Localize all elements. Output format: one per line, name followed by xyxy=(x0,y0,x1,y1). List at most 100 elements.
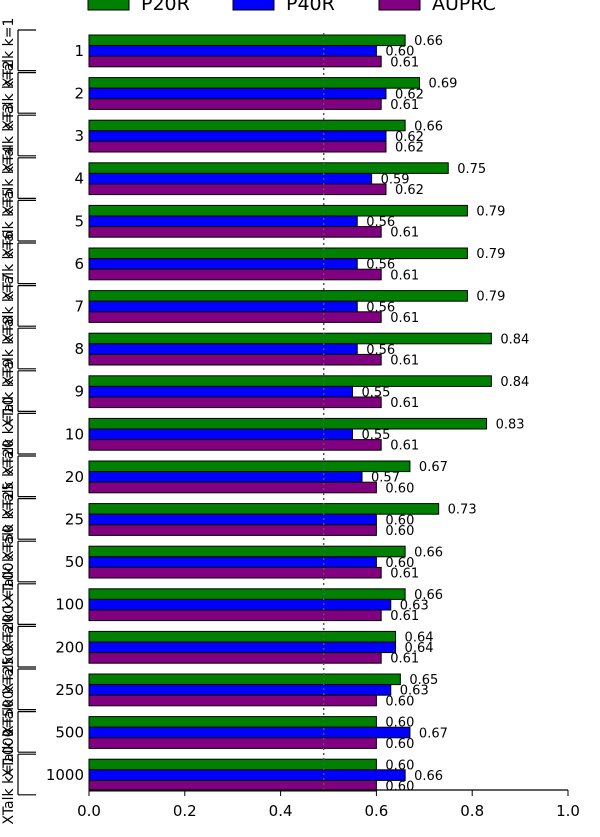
group-label-2: XTalk k=2 xyxy=(1,60,17,129)
bar-p40r-7 xyxy=(88,300,358,313)
bar-p40r-8 xyxy=(88,343,358,355)
value-label-auprc-3: 0.62 xyxy=(395,141,424,156)
bar-p20r-1000 xyxy=(88,758,377,771)
value-label-p40r-100: 0.63 xyxy=(400,599,429,614)
bar-p40r-200 xyxy=(88,641,397,654)
bar-p20r-6 xyxy=(88,247,468,260)
bar-auprc-1000 xyxy=(88,779,377,792)
legend-swatch-auprc xyxy=(378,0,421,11)
value-label-p20r-1: 0.66 xyxy=(414,34,443,49)
bar-p20r-20 xyxy=(88,460,411,473)
bar-p20r-8 xyxy=(88,332,492,345)
bar-p40r-5 xyxy=(88,215,358,228)
group-label-10: XTalk k=10 xyxy=(1,397,17,475)
bar-auprc-9 xyxy=(88,396,382,409)
x-tick-label-0.4: 0.4 xyxy=(269,802,293,820)
group-label-4: XTalk k=4 xyxy=(1,145,17,214)
bar-auprc-7 xyxy=(88,311,382,323)
value-label-p40r-500: 0.67 xyxy=(419,726,448,741)
value-label-auprc-9: 0.61 xyxy=(390,396,419,411)
bar-p20r-50 xyxy=(88,545,406,558)
bar-p40r-9 xyxy=(88,385,353,398)
bar-auprc-200 xyxy=(88,652,382,664)
bar-auprc-10 xyxy=(88,439,382,451)
bar-auprc-2 xyxy=(88,98,382,110)
value-label-auprc-8: 0.61 xyxy=(390,354,419,369)
x-tick-label-0.0: 0.0 xyxy=(77,802,101,820)
y-tick-label-1000: 1000 xyxy=(46,766,84,784)
value-label-auprc-2: 0.61 xyxy=(390,98,419,113)
bar-p20r-7 xyxy=(88,290,468,302)
y-tick-label-100: 100 xyxy=(55,596,84,614)
bar-auprc-6 xyxy=(88,268,382,281)
bar-p20r-5 xyxy=(88,204,468,217)
value-label-p40r-1: 0.60 xyxy=(385,45,414,60)
value-label-auprc-5: 0.61 xyxy=(390,226,419,241)
x-tick-label-0.8: 0.8 xyxy=(460,802,484,820)
value-label-p20r-5: 0.79 xyxy=(476,205,505,220)
bar-p40r-25 xyxy=(88,513,377,526)
value-label-p20r-2: 0.69 xyxy=(429,77,458,92)
value-label-p20r-50: 0.66 xyxy=(414,545,443,560)
group-label-250: XTalk k=250 xyxy=(1,648,17,735)
bar-auprc-20 xyxy=(88,481,377,494)
value-label-p40r-50: 0.60 xyxy=(385,556,414,571)
y-tick-label-1: 1 xyxy=(74,42,84,60)
group-label-25: XTalk k=25 xyxy=(1,482,17,560)
group-label-100: XTalk k=100 xyxy=(1,563,17,650)
value-label-p40r-25: 0.60 xyxy=(385,513,414,528)
y-tick-label-4: 4 xyxy=(74,170,84,188)
group-label-20: XTalk k=20 xyxy=(1,439,17,517)
group-label-1000: XTalk k=1000 xyxy=(1,728,17,824)
value-label-p20r-100: 0.66 xyxy=(414,588,443,603)
bar-auprc-50 xyxy=(88,566,382,579)
value-label-p20r-3: 0.66 xyxy=(414,119,443,134)
group-label-7: XTalk k=7 xyxy=(1,273,17,342)
value-label-p40r-3: 0.62 xyxy=(395,130,424,145)
y-tick-label-9: 9 xyxy=(74,383,84,401)
group-label-1: XTalk k=1 xyxy=(1,18,17,87)
group-label-9: XTalk k=9 xyxy=(1,358,17,427)
value-label-auprc-250: 0.60 xyxy=(385,694,414,709)
value-label-auprc-1: 0.61 xyxy=(390,55,419,70)
y-tick-label-5: 5 xyxy=(74,212,84,230)
y-tick-label-2: 2 xyxy=(74,85,84,103)
y-tick-label-200: 200 xyxy=(55,638,84,656)
value-label-auprc-20: 0.60 xyxy=(385,481,414,496)
bar-auprc-3 xyxy=(88,140,387,153)
bar-auprc-25 xyxy=(88,524,377,536)
value-label-p40r-4: 0.59 xyxy=(381,173,410,188)
bar-p20r-2 xyxy=(88,77,421,89)
bar-p20r-250 xyxy=(88,673,401,686)
value-label-p20r-25: 0.73 xyxy=(448,503,477,518)
bar-p40r-1 xyxy=(88,45,377,57)
group-label-5: XTalk k=5 xyxy=(1,188,17,257)
bar-p20r-500 xyxy=(88,716,377,728)
group-label-50: XTalk k=50 xyxy=(1,524,17,602)
group-label-8: XTalk k=8 xyxy=(1,316,17,385)
bar-p40r-500 xyxy=(88,726,411,739)
bar-p40r-10 xyxy=(88,428,353,441)
value-label-p40r-250: 0.63 xyxy=(400,684,429,699)
bar-auprc-1 xyxy=(88,55,382,68)
value-label-auprc-6: 0.61 xyxy=(390,268,419,283)
group-label-6: XTalk k=6 xyxy=(1,231,17,300)
value-label-p40r-2: 0.62 xyxy=(395,87,424,102)
group-label-3: XTalk k=3 xyxy=(1,103,17,172)
bar-p40r-250 xyxy=(88,684,392,696)
legend-label-p40r: P40R xyxy=(286,0,335,15)
legend-swatch-p20r xyxy=(87,0,130,11)
value-label-auprc-100: 0.61 xyxy=(390,609,419,624)
value-label-auprc-500: 0.60 xyxy=(385,737,414,752)
value-label-auprc-7: 0.61 xyxy=(390,311,419,326)
legend-swatch-p40r xyxy=(232,0,275,11)
y-tick-label-6: 6 xyxy=(74,255,84,273)
value-label-p20r-7: 0.79 xyxy=(476,290,505,305)
bar-p40r-6 xyxy=(88,258,358,270)
bar-p20r-3 xyxy=(88,119,406,132)
y-tick-label-500: 500 xyxy=(55,724,84,742)
legend-label-p20r: P20R xyxy=(141,0,190,15)
value-label-p20r-200: 0.64 xyxy=(405,631,434,646)
group-label-200: XTalk k=200 xyxy=(1,605,17,692)
bar-p40r-20 xyxy=(88,471,363,483)
